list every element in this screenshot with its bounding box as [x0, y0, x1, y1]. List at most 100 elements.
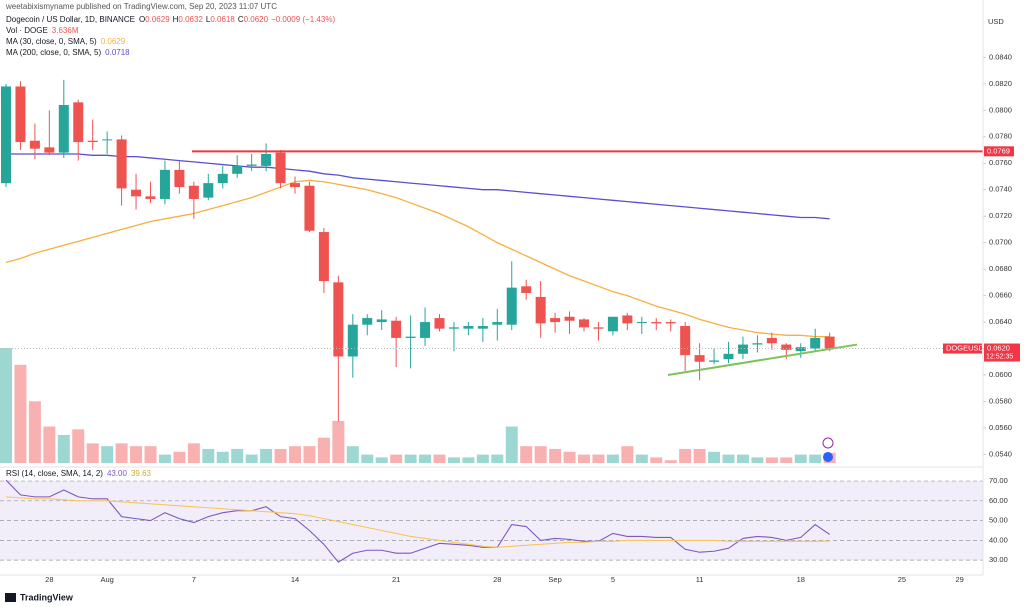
- volume-bar: [491, 454, 504, 463]
- candle-body: [145, 196, 156, 199]
- countdown: 12:52:35: [986, 353, 1013, 360]
- ohlc-key: O: [139, 15, 145, 24]
- volume-bar: [794, 454, 807, 463]
- x-tick-label: 28: [45, 575, 53, 584]
- candle-body: [622, 315, 633, 324]
- candle-body: [217, 173, 228, 184]
- volume-bar: [520, 446, 533, 463]
- volume-bar: [375, 457, 388, 463]
- y-tick-label: 60.00: [989, 496, 1008, 505]
- candle-body: [376, 319, 387, 323]
- candle-body: [275, 152, 286, 184]
- candle-body: [15, 86, 26, 143]
- volume-bar: [621, 446, 634, 463]
- volume-bar: [361, 454, 374, 463]
- candle-body: [550, 318, 561, 323]
- volume-bar: [231, 448, 244, 463]
- volume-bar: [404, 454, 417, 463]
- x-tick-label: 18: [797, 575, 805, 584]
- volume-bar: [664, 460, 677, 463]
- volume-bar: [260, 448, 273, 463]
- volume-bar: [505, 426, 518, 463]
- volume-bar: [534, 446, 547, 463]
- candle-body: [73, 102, 84, 143]
- candle-body: [87, 140, 98, 143]
- volume-bar: [390, 454, 403, 463]
- legend-name: Vol · DOGE: [6, 26, 48, 35]
- volume-bar: [303, 446, 316, 463]
- y-tick-label: 0.0720: [989, 211, 1012, 220]
- price-tag-label: 0.0769: [987, 146, 1010, 155]
- candle-body: [318, 232, 329, 282]
- candle-body: [824, 336, 835, 349]
- legend-name: RSI (14, close, SMA, 14, 2): [6, 469, 103, 478]
- volume-bar: [28, 401, 41, 463]
- x-tick-label: 7: [192, 575, 196, 584]
- price-tag: [984, 343, 1020, 362]
- x-tick-label: 14: [291, 575, 299, 584]
- y-tick-label: 0.0540: [989, 449, 1012, 458]
- y-tick-label: 40.00: [989, 535, 1008, 544]
- y-tick-label: 30.00: [989, 555, 1008, 564]
- volume-bar: [635, 454, 648, 463]
- volume-bar: [144, 446, 157, 463]
- x-tick-label: Aug: [100, 575, 113, 584]
- candle-body: [766, 337, 777, 344]
- ma-line: [6, 153, 830, 220]
- candle-body: [535, 296, 546, 324]
- candle-body: [579, 319, 589, 328]
- price-tag: [984, 146, 1014, 157]
- candle-body: [420, 322, 431, 338]
- x-tick-label: Sep: [548, 575, 561, 584]
- y-tick-label: 50.00: [989, 516, 1008, 525]
- volume-bar: [650, 457, 663, 463]
- legend-name: MA (30, close, 0, SMA, 5): [6, 37, 97, 46]
- volume-bar: [43, 426, 56, 463]
- volume-bar: [578, 454, 590, 463]
- candle-body: [492, 322, 503, 325]
- ohlc-key: L: [206, 15, 211, 24]
- x-tick-label: 11: [696, 575, 704, 584]
- candle-body: [607, 316, 618, 332]
- rsi-line: [5, 479, 830, 563]
- y-tick-label: 0.0660: [989, 291, 1012, 300]
- candle-body: [29, 140, 40, 149]
- x-tick-label: 25: [898, 575, 906, 584]
- candle-body: [593, 327, 604, 329]
- candle-body: [810, 337, 821, 349]
- candle-body: [636, 322, 647, 324]
- candle-body: [521, 286, 532, 293]
- change: −0.0009 (−1.43%): [271, 15, 335, 24]
- volume-bar: [476, 454, 489, 463]
- candle-body: [752, 343, 763, 345]
- volume-bar: [462, 457, 475, 463]
- volume-bar: [549, 448, 562, 463]
- plot-layer: 0.0540 0.0560 0.0580 0.0600 0.0620 0.0640 0.06…: [0, 52, 1020, 584]
- y-tick-label: 0.0780: [989, 132, 1012, 141]
- symbol: Dogecoin / US Dollar, 1D, BINANCE: [6, 15, 135, 24]
- candle-body: [290, 183, 300, 188]
- rsi-ma-line: [5, 496, 830, 548]
- ohlc-value: 0.0629: [145, 15, 170, 24]
- y-tick-label: 0.0640: [989, 317, 1012, 326]
- volume-bar: [245, 454, 258, 463]
- ma-line: [5, 179, 830, 338]
- y-tick-label: 0.0600: [989, 370, 1012, 379]
- y-tick-label: 0.0760: [989, 158, 1012, 167]
- y-tick-label: 0.0700: [989, 238, 1012, 247]
- volume-bar: [606, 454, 619, 463]
- volume-bar: [216, 451, 229, 463]
- ohlc-value: 0.0618: [210, 15, 235, 24]
- candle-body: [58, 105, 69, 153]
- volume-bar: [736, 454, 749, 463]
- candle-body: [347, 324, 358, 357]
- volume-bar: [809, 454, 822, 463]
- axis-unit: USD: [988, 17, 1004, 26]
- volume-legend: Vol · DOGE 3.636M: [6, 26, 79, 35]
- candle-body: [391, 320, 402, 338]
- legend-value: 0.0718: [105, 48, 130, 57]
- price-tag-label: 0.0620: [987, 344, 1010, 353]
- volume-bar: [765, 457, 778, 463]
- candle-body: [477, 326, 488, 329]
